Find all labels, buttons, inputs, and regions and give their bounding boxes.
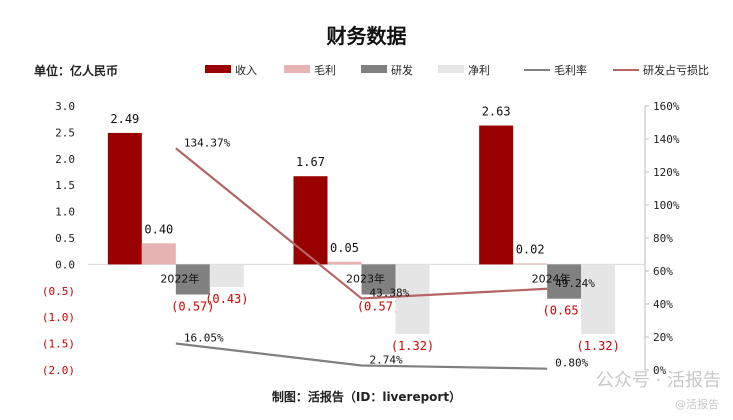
y-left-tick-label: (0.5) (42, 285, 75, 298)
y-right-tick-label: 60% (653, 265, 673, 278)
bar-研发 (547, 264, 582, 299)
watermark: 公众号 · 活报告 (595, 370, 721, 391)
bar-收入 (479, 125, 514, 265)
line-data-label: 0.80% (555, 357, 588, 370)
y-right-tick-label: 80% (653, 232, 673, 245)
bar-净利 (581, 264, 616, 335)
line-data-label: 49.24% (555, 277, 595, 290)
bar-研发 (361, 264, 396, 295)
bar-毛利 (141, 243, 176, 265)
y-left-tick-label: 2.5 (55, 126, 75, 139)
y-left-tick-label: 0.0 (55, 258, 75, 271)
bar-data-label: (1.32) (391, 339, 434, 353)
legend-swatch (361, 65, 387, 73)
y-right-tick-label: 40% (653, 298, 673, 311)
bar-data-label: 2.63 (482, 105, 511, 119)
legend-swatch (205, 65, 231, 73)
legend-label: 毛利率 (554, 63, 587, 77)
source-label: 制图：活报告（ID：livereport） (271, 390, 462, 404)
y-left-tick-label: (1.5) (42, 338, 75, 351)
bar-data-label: (0.57) (171, 299, 214, 313)
line-data-label: 16.05% (184, 332, 224, 345)
bar-毛利 (327, 261, 362, 265)
category-label: 2023年 (346, 271, 385, 285)
unit-label: 单位：亿人民币 (34, 64, 119, 78)
y-right-tick-label: 120% (653, 166, 680, 179)
y-left-tick-label: 3.0 (55, 100, 75, 113)
bar-data-label: 0.02 (516, 242, 545, 256)
category-label: 2024年 (532, 271, 571, 285)
legend-label: 研发 (391, 63, 413, 77)
legend-label: 毛利 (314, 64, 336, 77)
legend-swatch (284, 65, 310, 73)
line-data-label: 43.38% (370, 286, 410, 299)
bar-收入 (293, 176, 328, 265)
y-right-tick-label: 0% (653, 364, 667, 377)
line-毛利率 (175, 342, 548, 370)
bar-data-label: (0.43) (205, 292, 248, 306)
y-right-tick-label: 160% (653, 100, 680, 113)
y-left-tick-label: (1.0) (42, 311, 75, 324)
y-left-tick-label: 0.5 (55, 232, 75, 245)
y-right-tick-label: 140% (653, 133, 680, 146)
legend-swatch (438, 65, 464, 73)
bar-收入 (107, 132, 142, 265)
y-right-tick-label: 20% (653, 331, 673, 344)
bar-data-label: (0.57) (357, 299, 400, 313)
legend-label: 收入 (235, 63, 257, 77)
bar-data-label: (0.65) (542, 304, 585, 318)
bar-研发 (175, 264, 210, 295)
bar-毛利 (513, 263, 548, 265)
y-left-tick-label: 2.0 (55, 153, 75, 166)
legend-label: 研发占亏损比 (643, 63, 709, 77)
bar-净利 (209, 264, 244, 288)
legend-label: 净利 (468, 63, 490, 77)
y-right-tick-label: 100% (653, 199, 680, 212)
bar-净利 (395, 264, 430, 335)
line-data-label: 2.74% (370, 353, 403, 366)
bar-data-label: 0.40 (144, 222, 173, 236)
y-left-tick-label: 1.0 (55, 206, 75, 219)
y-left-tick-label: (2.0) (42, 364, 75, 377)
bar-data-label: 2.49 (110, 112, 139, 126)
line-研发占亏损比 (175, 147, 548, 300)
y-left-tick-label: 1.5 (55, 179, 75, 192)
bar-data-label: 1.67 (296, 155, 325, 169)
line-data-label: 134.37% (184, 136, 231, 149)
watermark-sub: @活报告 (675, 398, 719, 411)
category-label: 2022年 (160, 271, 199, 285)
bar-data-label: (1.32) (576, 339, 619, 353)
chart-title: 财务数据 (326, 24, 407, 48)
bar-data-label: 0.05 (330, 241, 359, 255)
